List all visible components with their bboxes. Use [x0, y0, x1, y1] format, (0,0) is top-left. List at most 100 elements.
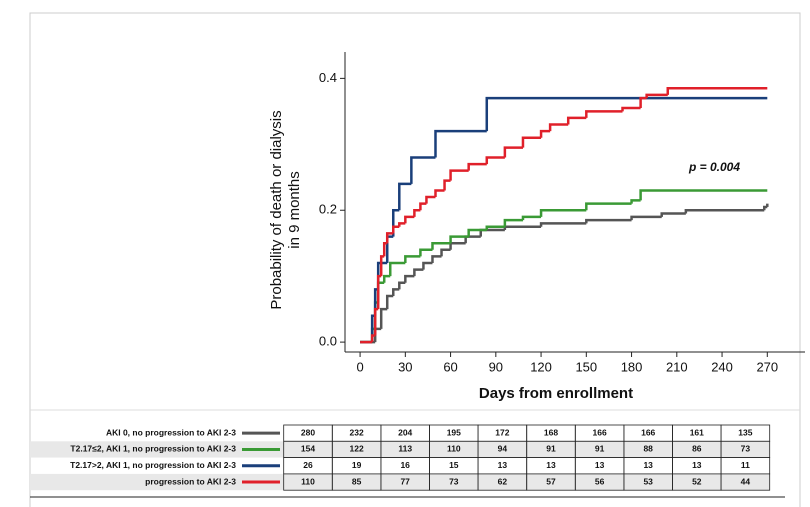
at-risk: 161	[690, 427, 704, 437]
row-shade	[30, 473, 770, 491]
km-step	[639, 189, 768, 201]
cell	[720, 473, 771, 491]
x-tick-label: 210	[666, 359, 688, 374]
km-step	[585, 110, 623, 118]
km-step	[382, 274, 391, 283]
at-risk: 172	[495, 427, 509, 437]
at-risk: 13	[692, 460, 702, 470]
at-risk: 113	[398, 444, 412, 454]
at-risk: 88	[643, 444, 653, 454]
at-risk: 86	[692, 444, 702, 454]
km-step	[639, 96, 647, 109]
km-step	[431, 241, 451, 250]
km-step	[539, 208, 587, 217]
km-step	[392, 288, 400, 296]
km-step	[419, 202, 427, 211]
km-step	[404, 255, 421, 263]
at-risk: 232	[350, 427, 364, 437]
at-risk: 73	[449, 476, 459, 486]
at-risk: 91	[546, 444, 556, 454]
km-step	[434, 129, 487, 158]
km-step	[467, 162, 487, 171]
km-step	[398, 281, 406, 290]
km-step	[398, 222, 406, 227]
x-tick-label: 120	[530, 359, 552, 374]
at-risk: 110	[447, 444, 461, 454]
km-step	[585, 202, 632, 211]
km-step	[413, 268, 424, 277]
at-risk: 62	[498, 476, 508, 486]
km-step	[410, 156, 436, 184]
at-risk: 154	[301, 444, 315, 454]
km-step	[373, 307, 379, 336]
at-risk: 13	[643, 460, 653, 470]
km-step	[413, 208, 421, 217]
km-step	[440, 248, 451, 257]
km-step	[621, 106, 641, 112]
at-risk: 110	[301, 476, 315, 486]
at-risk: 53	[643, 476, 653, 486]
at-risk: 122	[350, 444, 364, 454]
km-step	[630, 199, 641, 204]
km-step	[467, 228, 487, 237]
x-tick-label: 90	[489, 359, 503, 374]
km-step	[666, 87, 768, 95]
km-step	[385, 294, 394, 310]
at-risk: 94	[498, 444, 508, 454]
at-risk: 168	[544, 427, 558, 437]
km-step	[585, 218, 632, 224]
km-step	[449, 235, 469, 244]
at-risk: 166	[641, 427, 655, 437]
panel	[29, 12, 801, 507]
km-step	[443, 179, 451, 191]
km-step	[660, 212, 686, 217]
x-tick-label: 240	[711, 359, 733, 374]
km-step	[763, 205, 768, 211]
at-risk: 13	[498, 460, 508, 470]
km-step	[503, 146, 523, 158]
at-risk: 11	[741, 460, 750, 470]
at-risk: 56	[595, 476, 605, 486]
at-risk: 16	[400, 460, 410, 470]
risk-label: AKI 0, no progression to AKI 2-3	[106, 427, 236, 437]
km-step	[485, 96, 768, 132]
at-risk: 13	[546, 460, 556, 470]
at-risk: 73	[741, 444, 751, 454]
x-tick-label: 60	[443, 359, 457, 374]
x-tick-label: 270	[756, 359, 778, 374]
at-risk: 77	[400, 476, 410, 486]
risk-label: progression to AKI 2-3	[145, 476, 236, 486]
km-step	[485, 225, 505, 231]
y-tick-label: 0.2	[319, 202, 337, 217]
risk-label: T2.17>2, AKI 1, no progression to AKI 2-…	[70, 460, 236, 470]
row-shade	[30, 441, 770, 458]
at-risk: 91	[595, 444, 605, 454]
x-label: Days from enrollment	[479, 385, 633, 402]
risk-label: T2.17≤2, AKI 1, no progression to AKI 2-…	[70, 444, 236, 454]
km-step	[503, 225, 542, 231]
km-step	[548, 123, 569, 132]
km-step	[434, 189, 445, 198]
km-step	[630, 215, 662, 221]
km-step	[388, 261, 406, 277]
km-step	[404, 274, 415, 283]
km-step	[521, 136, 542, 148]
y-tick-label: 0.4	[319, 70, 337, 85]
at-risk: 15	[449, 460, 459, 470]
at-risk: 26	[303, 460, 313, 470]
at-risk: 13	[595, 460, 605, 470]
at-risk: 195	[447, 427, 461, 437]
at-risk: 166	[593, 427, 607, 437]
km-step	[449, 169, 469, 181]
x-tick-label: 150	[575, 359, 597, 374]
km-step	[539, 129, 551, 138]
km-step	[385, 232, 394, 244]
y-tick-label: 0.0	[319, 334, 337, 349]
km-step	[422, 261, 433, 270]
km-step	[684, 208, 765, 214]
x-tick-label: 30	[398, 359, 412, 374]
at-risk: 85	[352, 476, 362, 486]
at-risk: 280	[301, 427, 315, 437]
at-risk: 204	[398, 427, 412, 437]
